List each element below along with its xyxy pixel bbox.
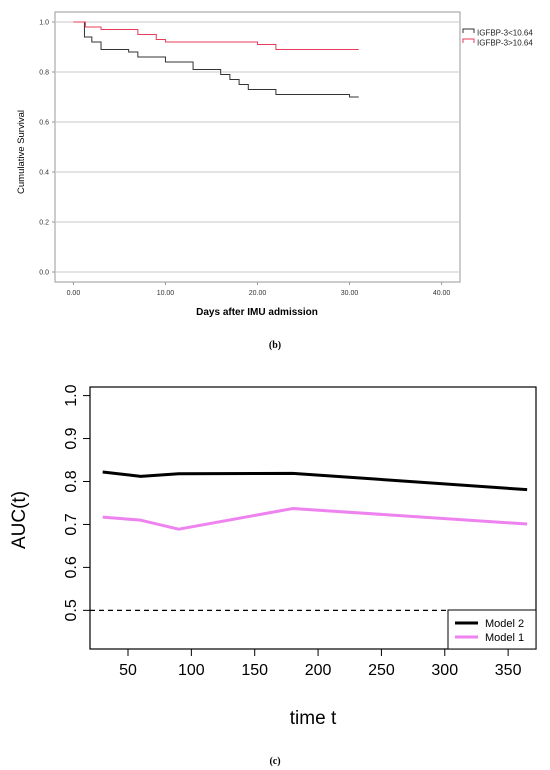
survival-x-tick-label: 0.00: [67, 290, 81, 297]
survival-y-tick-label: 0.6: [39, 120, 49, 127]
panel-label-c: (c): [269, 756, 280, 767]
survival-series-line: [73, 21, 359, 50]
auc-y-axis-label: AUC(t): [9, 491, 30, 549]
survival-y-tick-label: 0.2: [39, 220, 49, 227]
auc-x-tick-label: 300: [431, 662, 458, 679]
auc-y-tick-label: 1.0: [63, 384, 80, 406]
auc-legend: Model 2 Model 1: [447, 609, 537, 650]
survival-chart: 0.0 0.2 0.4 0.6 0.8 1.0 0.00 10.00 20.00 30.00 40…: [16, 11, 533, 318]
survival-x-ticks: 0.00 10.00 20.00 30.00 40.00: [67, 282, 451, 297]
survival-x-tick-label: 20.00: [249, 290, 267, 297]
auc-x-ticks: 50 100 150 200 250 300 350: [119, 649, 522, 679]
survival-legend-swatch: [462, 38, 475, 43]
survival-gridlines: [55, 21, 460, 273]
survival-legend-label: IGFBP-3>10.64: [477, 39, 533, 48]
survival-series-lines: [73, 21, 359, 98]
survival-plot-area: [54, 11, 461, 283]
survival-y-tick-label: 0.0: [39, 270, 49, 277]
auc-x-tick-label: 50: [119, 662, 137, 679]
auc-series-line: [102, 507, 528, 531]
auc-legend-label: Model 1: [485, 632, 524, 644]
auc-y-tick-label: 0.7: [63, 513, 80, 535]
survival-y-tick-label: 0.8: [39, 70, 49, 77]
auc-x-tick-label: 150: [241, 662, 268, 679]
auc-y-tick-label: 0.8: [63, 470, 80, 492]
survival-series-line: [73, 21, 359, 98]
auc-x-tick-label: 200: [305, 662, 332, 679]
survival-y-tick-label: 1.0: [39, 20, 49, 27]
survival-x-tick-label: 40.00: [433, 290, 451, 297]
survival-x-tick-label: 30.00: [341, 290, 359, 297]
auc-y-ticks: 0.5 0.6 0.7 0.8 0.9 1.0: [63, 384, 90, 621]
survival-legend-swatch: [462, 28, 475, 33]
auc-y-tick-label: 0.9: [63, 427, 80, 449]
auc-legend-label: Model 2: [485, 618, 524, 630]
survival-y-tick-label: 0.4: [39, 170, 49, 177]
auc-y-tick-label: 0.5: [63, 599, 80, 621]
survival-y-axis-label: Cumulative Survival: [16, 110, 27, 194]
auc-plot-area: [89, 386, 537, 650]
survival-y-ticks: 0.0 0.2 0.4 0.6 0.8 1.0: [39, 20, 55, 277]
auc-series-line: [102, 470, 528, 492]
auc-x-axis-label: time t: [290, 708, 337, 729]
panel-label-b: (b): [269, 340, 281, 351]
auc-y-tick-label: 0.6: [63, 556, 80, 578]
auc-legend-box: [447, 609, 537, 650]
survival-x-axis-label: Days after IMU admission: [196, 307, 318, 318]
auc-x-tick-label: 100: [178, 662, 205, 679]
auc-chart: 0.50.60.70.80.91.0 50 100 150 200 250 300 350 …: [9, 384, 537, 729]
auc-x-tick-label: 350: [495, 662, 522, 679]
survival-legend-label: IGFBP-3<10.64: [477, 29, 533, 38]
auc-x-tick-label: 250: [368, 662, 395, 679]
survival-x-tick-label: 10.00: [157, 290, 175, 297]
